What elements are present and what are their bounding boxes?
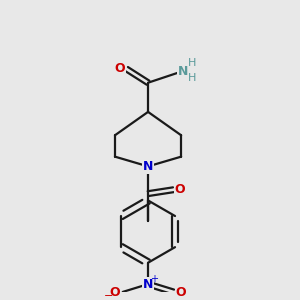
Text: +: + [150, 274, 158, 284]
Text: O: O [115, 61, 125, 75]
Text: N: N [143, 278, 153, 291]
Text: O: O [175, 183, 185, 196]
Text: O: O [110, 286, 120, 299]
Text: O: O [176, 286, 187, 299]
Text: N: N [143, 160, 153, 173]
Text: N: N [178, 64, 188, 77]
Text: −: − [103, 291, 113, 300]
Text: H: H [188, 58, 196, 68]
Text: H: H [188, 73, 196, 83]
